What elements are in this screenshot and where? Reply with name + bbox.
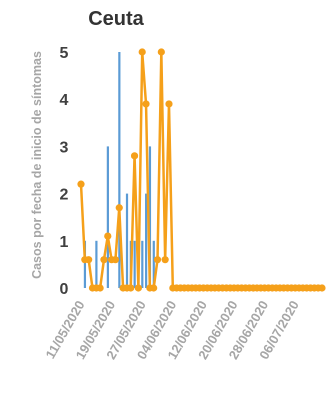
line-point	[77, 180, 85, 188]
y-tick-label: 2	[60, 187, 69, 204]
x-axis-ticks: 11/05/202019/05/202027/05/202004/06/2020…	[42, 298, 301, 362]
bar	[133, 240, 136, 288]
bar	[125, 193, 129, 288]
y-axis-label: Casos por fecha de inicio de síntomas	[30, 51, 44, 279]
y-axis-ticks: 0 1 2 3 4 5	[60, 45, 69, 298]
line-series	[79, 50, 322, 290]
line-markers	[77, 48, 326, 292]
line-point	[165, 100, 173, 108]
bar	[83, 240, 87, 288]
bar	[106, 146, 109, 288]
line-point	[161, 256, 169, 264]
line-point	[115, 204, 123, 212]
line-point	[111, 256, 120, 264]
bar	[95, 240, 98, 288]
y-tick-label: 0	[60, 281, 69, 298]
line-point	[104, 232, 112, 240]
line-point	[153, 256, 162, 264]
line-point	[85, 256, 93, 264]
y-tick-label: 3	[60, 139, 69, 156]
line-point	[100, 256, 108, 264]
bar	[141, 240, 144, 288]
line-point	[134, 284, 142, 292]
line-point	[150, 284, 158, 292]
line-point	[318, 284, 326, 292]
y-tick-label: 4	[60, 92, 69, 109]
y-tick-label: 1	[60, 234, 69, 251]
line-point	[157, 48, 165, 56]
chart-title: Ceuta	[88, 8, 144, 30]
line-point	[138, 48, 146, 56]
bar	[148, 146, 152, 288]
y-tick-label: 5	[60, 45, 69, 62]
bar	[152, 240, 155, 288]
line-point	[130, 152, 139, 160]
bar	[118, 52, 121, 288]
line-point	[127, 284, 135, 292]
line-point	[96, 284, 104, 292]
line-point	[142, 100, 150, 108]
bar	[145, 193, 148, 288]
